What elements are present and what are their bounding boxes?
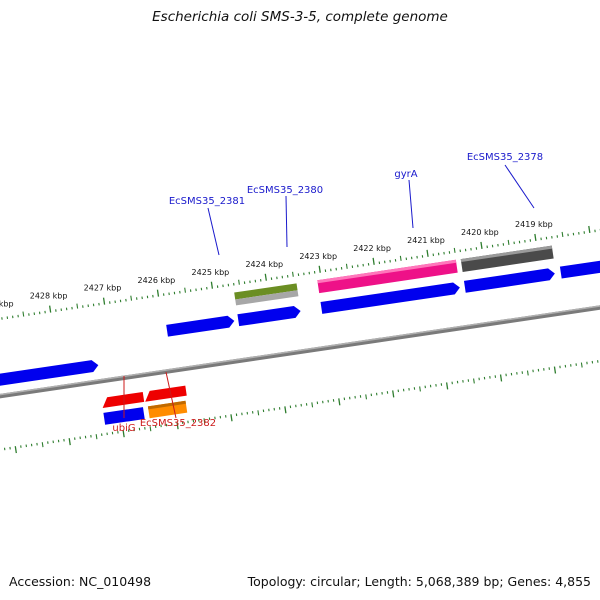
feature-gene-ecsms35-2378-shadow [460, 245, 553, 263]
major-tick [480, 241, 483, 249]
tick-label: 2425 kbp [192, 268, 230, 277]
minor-tick [365, 394, 368, 400]
major-tick [553, 366, 557, 374]
gene-label-ecsms35-2378[interactable]: EcSMS35_2378 [467, 152, 543, 163]
major-tick [445, 382, 449, 390]
major-tick [48, 305, 52, 313]
gene-label-ecsms35-2381[interactable]: EcSMS35_2381 [169, 196, 245, 207]
minor-tick [399, 255, 402, 261]
major-tick [14, 446, 17, 454]
map-title: Escherichia coli SMS-3-5, complete genom… [152, 9, 448, 25]
minor-tick [257, 410, 260, 416]
minor-tick [130, 295, 133, 301]
major-tick [102, 297, 106, 305]
feature-gene-ecsms35-2380[interactable] [234, 283, 298, 300]
minor-tick [473, 378, 475, 384]
tick-label: 2424 kbp [245, 260, 283, 269]
gene-label-gyrA[interactable]: gyrA [394, 169, 417, 180]
minor-tick [507, 239, 510, 245]
major-tick [122, 430, 125, 438]
major-tick [230, 414, 233, 422]
feature-gene-ubiG[interactable] [101, 391, 145, 408]
major-tick [210, 281, 214, 289]
feature-gene-gyrA-highlight [317, 259, 457, 284]
gene-callouts: EcSMS35_2378 gyrA EcSMS35_2380 EcSMS35_2… [112, 152, 543, 434]
minor-tick [22, 311, 25, 317]
major-tick [318, 265, 321, 273]
tick-label: 2420 kbp [461, 228, 499, 237]
major-tick [499, 374, 503, 382]
minor-tick [76, 303, 79, 309]
minor-tick [203, 418, 206, 424]
minor-tick [95, 434, 98, 440]
position-tick-labels: 2419 kbp 2420 kbp 2421 kbp 2422 kbp 2423 kbp… [0, 220, 553, 309]
minor-tick [453, 247, 456, 253]
cds-ecsms35-2380[interactable] [237, 305, 301, 327]
minor-tick [580, 362, 583, 368]
minor-tick [41, 442, 44, 448]
tick-label: 2422 kbp [353, 244, 391, 253]
minor-tick [149, 426, 152, 432]
major-tick [372, 257, 375, 265]
major-tick [284, 406, 287, 414]
cds-ecsms35-2381[interactable] [166, 315, 235, 337]
tick-label: 2426 kbp [138, 276, 176, 285]
topology-text: Topology: circular; Length: 5,068,389 bp… [247, 574, 591, 589]
gene-label-ecsms35-2382[interactable]: EcSMS35_2382 [140, 418, 216, 429]
tick-label: 2423 kbp [299, 252, 337, 261]
cds-ecsms35-2378[interactable] [463, 268, 556, 293]
major-tick [338, 398, 341, 406]
feature-gene-gyrA[interactable] [317, 259, 458, 294]
minor-tick [419, 386, 421, 392]
forward-strand-features [0, 245, 600, 391]
tick-label: 2429 kbp [0, 300, 14, 309]
gene-label-ecsms35-2380[interactable]: EcSMS35_2380 [247, 185, 323, 196]
cds-ecsms35-2382-top [147, 400, 186, 410]
major-tick [68, 438, 71, 446]
reverse-strand-ticks [0, 360, 599, 454]
forward-strand-ticks [1, 225, 600, 320]
cds-gyrA[interactable] [320, 282, 461, 314]
major-tick [534, 233, 537, 242]
minor-tick [345, 263, 348, 269]
tick-label: 2419 kbp [515, 220, 553, 229]
feature-gene-ecsms35-2382[interactable] [144, 385, 187, 402]
major-tick [392, 390, 395, 398]
minor-tick [292, 271, 294, 277]
minor-tick [526, 370, 529, 376]
minor-tick [311, 402, 314, 408]
cds-left-edge[interactable] [0, 359, 99, 391]
minor-tick [561, 231, 564, 238]
accession-text: Accession: NC_010498 [9, 574, 152, 589]
genome-backbone [0, 275, 600, 426]
feature-gene-ecsms35-2378[interactable] [460, 245, 554, 272]
major-tick [156, 289, 160, 297]
gene-label-ubiG[interactable]: ubiG [112, 423, 135, 434]
major-tick [426, 249, 429, 257]
feature-gene-ecsms35-2380-shade [235, 290, 299, 306]
minor-tick [238, 279, 240, 285]
cds-right-edge[interactable] [559, 252, 600, 279]
tick-label: 2427 kbp [84, 284, 122, 293]
tick-label: 2421 kbp [407, 236, 445, 245]
major-tick [264, 273, 267, 281]
major-tick [588, 225, 591, 234]
minor-tick [184, 287, 186, 293]
major-tick [176, 422, 179, 430]
tick-label: 2428 kbp [30, 292, 68, 301]
